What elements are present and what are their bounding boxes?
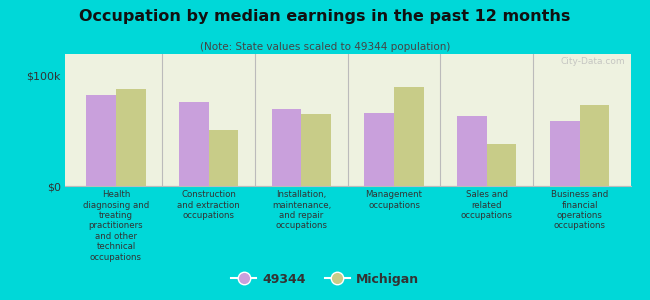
Bar	[365, 113, 394, 186]
Text: City-Data.com: City-Data.com	[560, 57, 625, 66]
Bar	[550, 121, 580, 186]
Bar	[457, 116, 487, 186]
Bar	[116, 89, 146, 186]
Bar	[272, 109, 302, 186]
Text: (Note: State values scaled to 49344 population): (Note: State values scaled to 49344 popu…	[200, 42, 450, 52]
Bar	[487, 144, 517, 186]
Text: Occupation by median earnings in the past 12 months: Occupation by median earnings in the pas…	[79, 9, 571, 24]
Bar	[179, 102, 209, 186]
Bar	[86, 95, 116, 186]
Bar	[394, 87, 424, 186]
Bar	[580, 105, 609, 186]
Legend: 49344, Michigan: 49344, Michigan	[226, 268, 424, 291]
Bar	[302, 115, 331, 186]
Bar	[209, 130, 239, 186]
